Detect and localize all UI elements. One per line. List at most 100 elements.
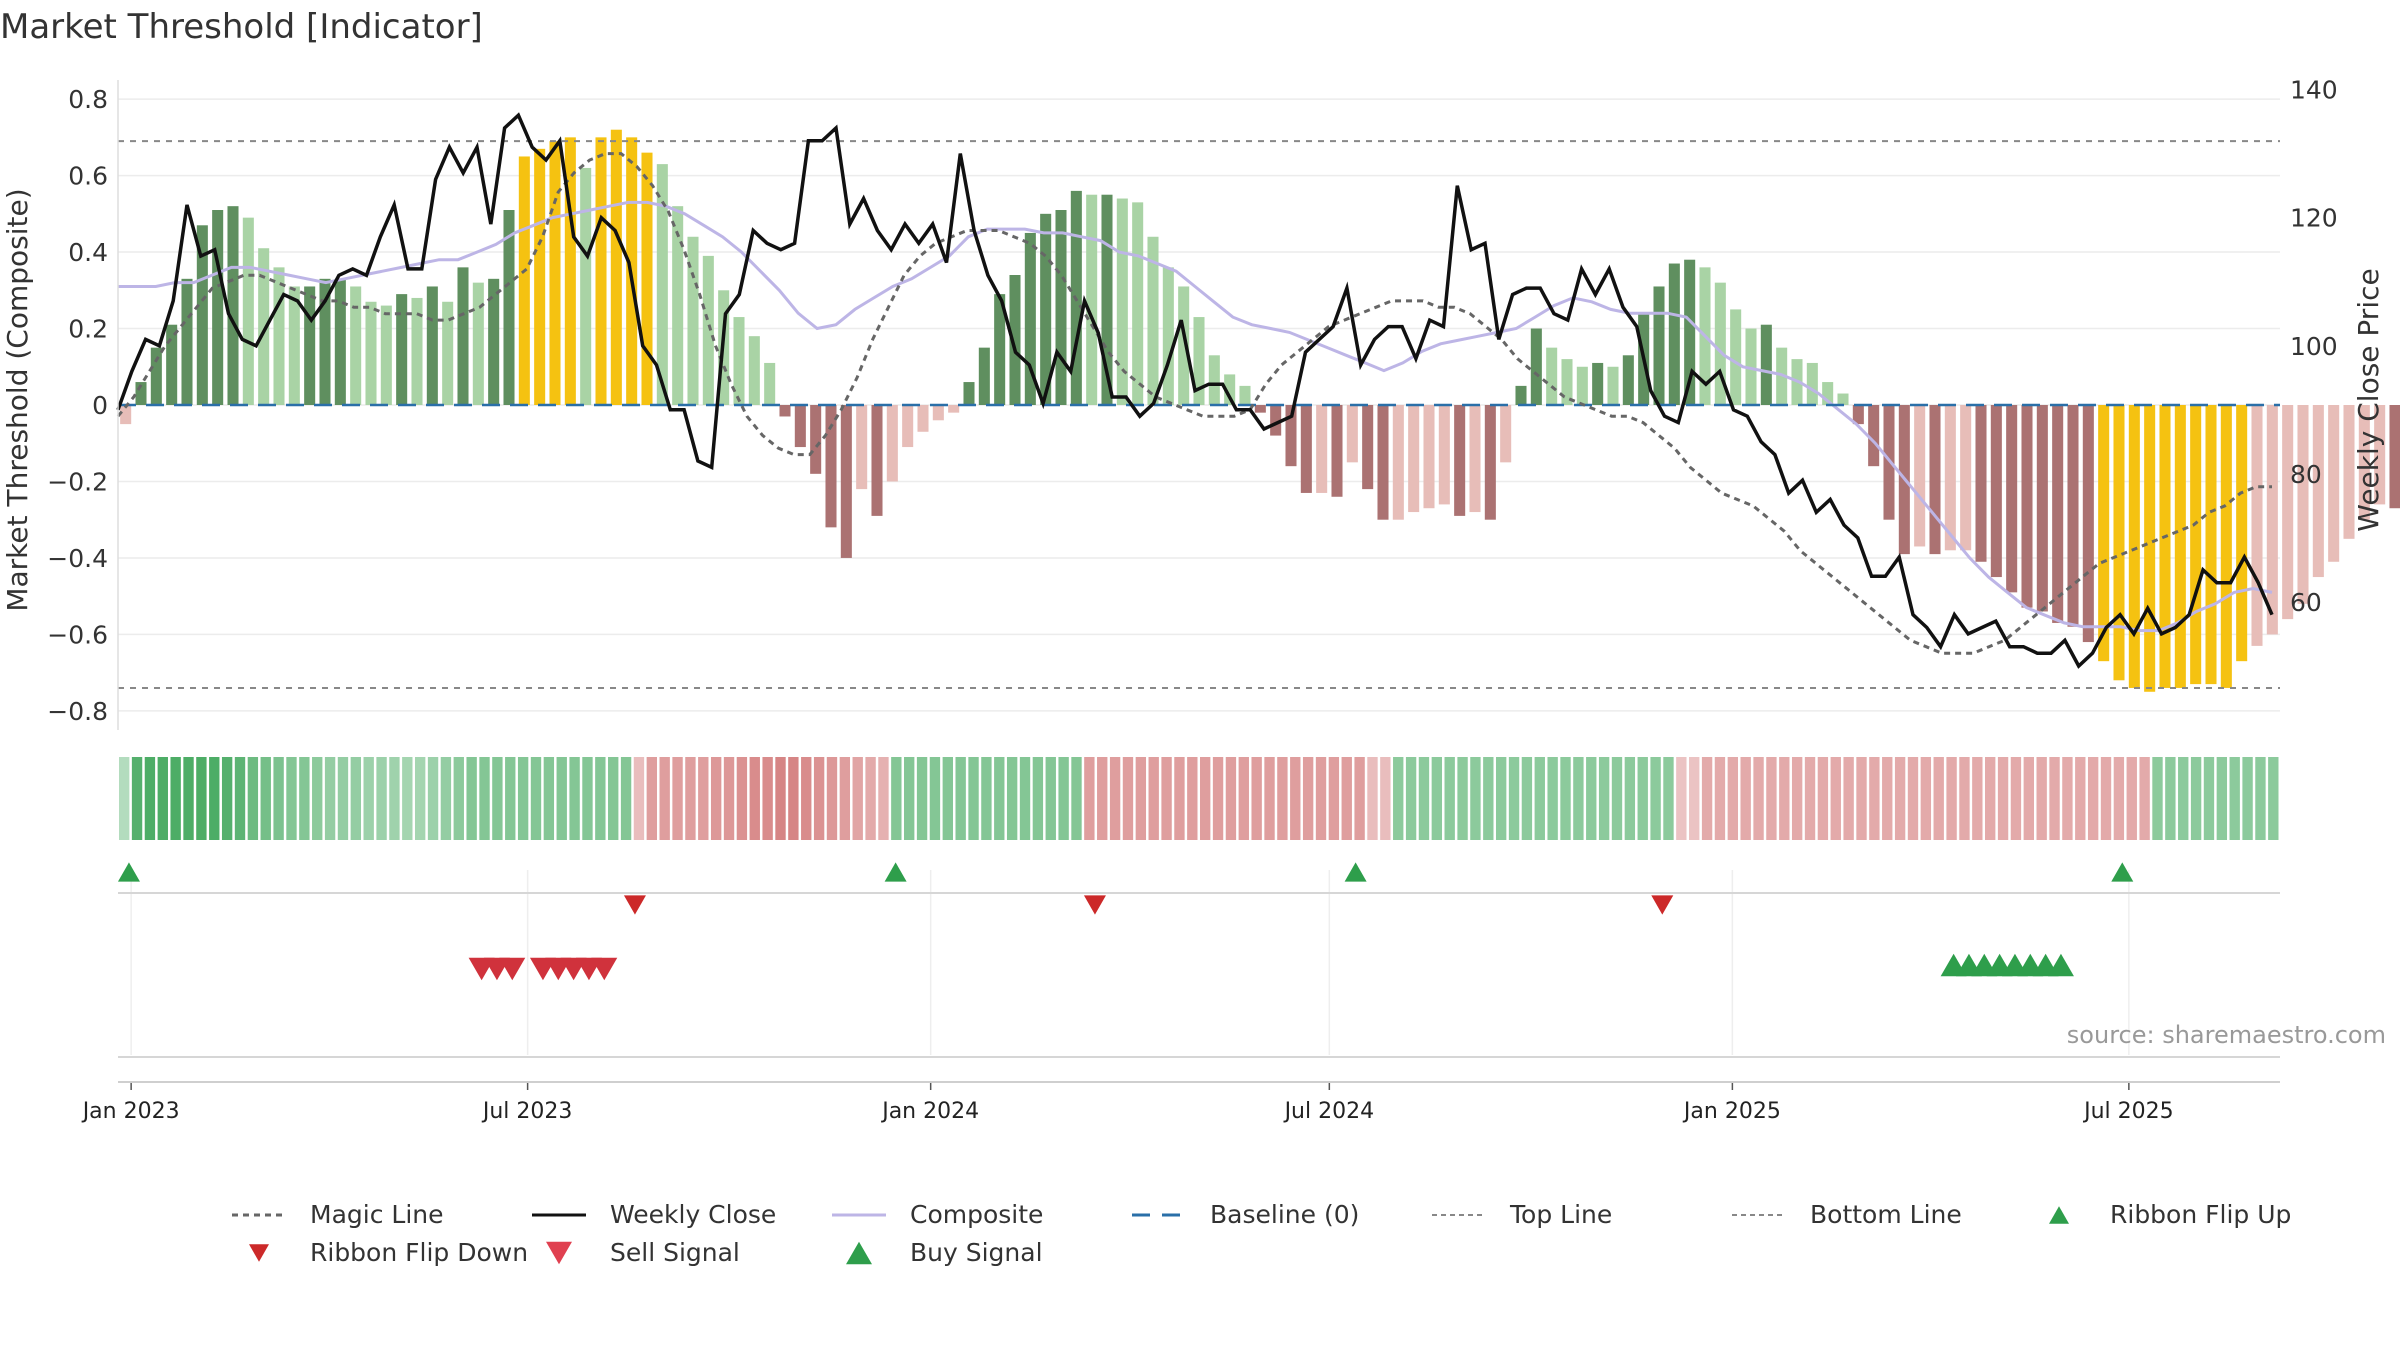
legend-label: Bottom Line [1810,1200,1962,1229]
ribbon-cell [505,757,516,840]
ribbon-cell [427,757,439,840]
ribbon-cell [2165,757,2176,840]
composite-bars [120,129,2400,692]
composite-bar [258,248,270,405]
ribbon-cell [2087,757,2099,840]
ribbon-cell [1161,757,1172,840]
legend-label: Baseline (0) [1210,1200,1360,1229]
ribbon-cell [1586,757,1597,840]
composite-bar [2220,405,2232,688]
ribbon-cell [749,757,760,840]
composite-bar [1975,405,1987,562]
ribbon-cell [414,757,426,840]
ribbon-cell [1856,757,1867,840]
ribbon-cell [1727,757,1738,840]
ribbon-cell [839,757,851,840]
composite-bar [1576,366,1588,405]
legend-item: Buy Signal [830,1238,1043,1267]
composite-bar [2144,405,2156,692]
composite-bar [1423,405,1435,509]
composite-bar [1714,282,1726,405]
source-note: source: sharemaestro.com [2067,1021,2386,1049]
legend-item: Composite [830,1200,1043,1229]
composite-bar [2266,405,2278,635]
composite-bar [1622,355,1634,405]
composite-bar [1852,405,1864,425]
composite-bar [442,301,454,405]
ribbon-cell [1508,757,1520,840]
legend-swatch [249,1243,269,1262]
ribbon-cell [1959,757,1970,840]
ribbon-cell [762,757,773,840]
legend-swatch [2049,1205,2069,1224]
ribbon-cell [376,757,387,840]
composite-bar [1837,393,1849,405]
composite-bar [1254,405,1266,413]
left-tick-label: 0.8 [68,85,108,114]
composite-bar [2174,405,2186,688]
composite-bar [902,405,914,448]
ribbon-cell [2190,757,2202,840]
composite-bar [564,137,576,405]
ribbon-cell [1431,757,1443,840]
composite-bar [1193,317,1205,405]
composite-bar [702,255,714,405]
ribbon-cell [1830,757,1841,840]
ribbon-cell [1547,757,1558,840]
left-tick-label: −0.8 [47,697,108,726]
ribbon-cell [170,757,181,840]
composite-bar [1760,324,1772,405]
legend-label: Weekly Close [610,1200,777,1229]
ribbon-cell [1817,757,1829,840]
ribbon-cell [723,757,735,840]
right-tick-label: 140 [2290,76,2338,105]
composite-bar [1929,405,1941,555]
composite-bar [242,217,254,405]
composite-bar [380,305,392,405]
composite-bar [886,405,898,482]
ribbon-cell [247,757,259,840]
ribbon-cell [196,757,207,840]
ribbon-cell [1225,757,1237,840]
composite-bar [733,317,745,405]
ribbon-cell [1521,757,1533,840]
signal-markers [117,862,2134,981]
ribbon-cell [1290,757,1301,840]
composite-bar [2067,405,2079,627]
composite-bar [334,278,346,405]
ribbon-cell [698,757,709,840]
ribbon-cell [1109,757,1121,840]
left-tick-label: −0.4 [47,544,108,573]
composite-bar [1914,405,1926,547]
composite-bar [166,324,178,405]
ribbon-cell [1598,757,1610,840]
composite-bar [549,141,561,406]
ribbon-cell [1907,757,1919,840]
ribbon-cell [157,757,168,840]
composite-bar [150,347,162,405]
composite-bar [196,225,208,405]
composite-bar [2052,405,2064,623]
legend-marker [846,1241,872,1264]
legend-marker [2049,1205,2069,1224]
composite-bar [1438,405,1450,505]
ribbon-cell [1019,757,1031,840]
legend-item: Bottom Line [1730,1200,1962,1229]
legend-label: Sell Signal [610,1238,740,1267]
legend-swatch [546,1241,572,1264]
composite-bar [1653,286,1665,405]
composite-line [118,200,2273,633]
ribbon-cell [1187,757,1198,840]
x-tick-label: Jan 2025 [1682,1099,1781,1124]
ribbon-cell [646,757,657,840]
ribbon-cell [955,757,966,840]
ribbon-flip-up-marker [2111,862,2134,882]
composite-bar [120,405,132,425]
ribbon-cell [466,757,477,840]
ribbon-cell [1006,757,1018,840]
right-tick-label: 80 [2290,460,2322,489]
composite-bar [1377,405,1389,520]
ribbon-cell [1457,757,1468,840]
composite-bar [2021,405,2033,608]
ribbon-cell [1341,757,1352,840]
